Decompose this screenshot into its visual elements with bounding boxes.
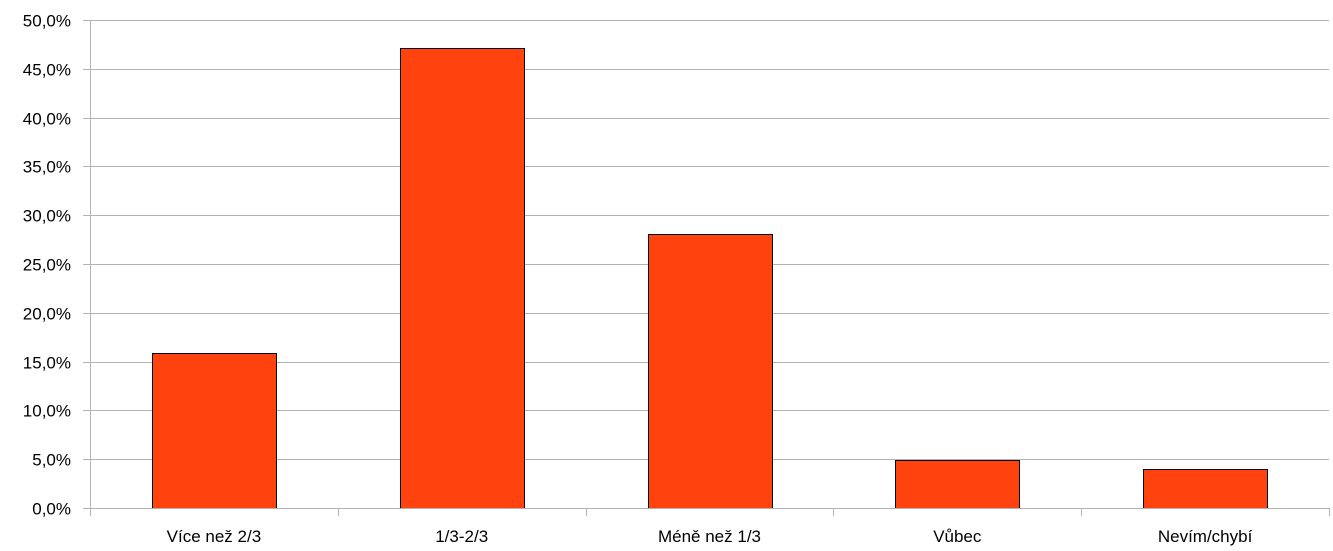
y-tick-label: 10,0% bbox=[23, 402, 71, 421]
x-tick-label: Vůbec bbox=[933, 527, 982, 546]
y-tick-label: 30,0% bbox=[23, 207, 71, 226]
bars bbox=[152, 48, 1268, 509]
bar bbox=[400, 48, 525, 509]
y-tick-label: 50,0% bbox=[23, 12, 71, 31]
bar bbox=[648, 234, 773, 509]
bar bbox=[152, 353, 277, 509]
bar bbox=[895, 460, 1020, 509]
y-tick-label: 45,0% bbox=[23, 61, 71, 80]
y-tick-label: 20,0% bbox=[23, 305, 71, 324]
bar bbox=[1143, 469, 1268, 509]
y-tick-label: 25,0% bbox=[23, 256, 71, 275]
x-tick-label: Nevím/chybí bbox=[1158, 527, 1253, 546]
axes bbox=[83, 20, 1330, 516]
y-tick-label: 0,0% bbox=[32, 500, 71, 519]
y-tick-label: 15,0% bbox=[23, 354, 71, 373]
x-tick-label: Více než 2/3 bbox=[167, 527, 262, 546]
x-axis-tick-labels: Více než 2/3 1/3-2/3 Méně než 1/3 Vůbec Neví… bbox=[167, 527, 1253, 546]
x-tick-label: 1/3-2/3 bbox=[435, 527, 488, 546]
y-tick-label: 5,0% bbox=[32, 451, 71, 470]
x-tick-label: Méně než 1/3 bbox=[658, 527, 761, 546]
y-tick-label: 40,0% bbox=[23, 110, 71, 129]
y-tick-label: 35,0% bbox=[23, 158, 71, 177]
y-axis-tick-labels: 0,0% 5,0% 10,0% 15,0% 20,0% 25,0% 30,0% 35,0% 40… bbox=[23, 12, 71, 519]
